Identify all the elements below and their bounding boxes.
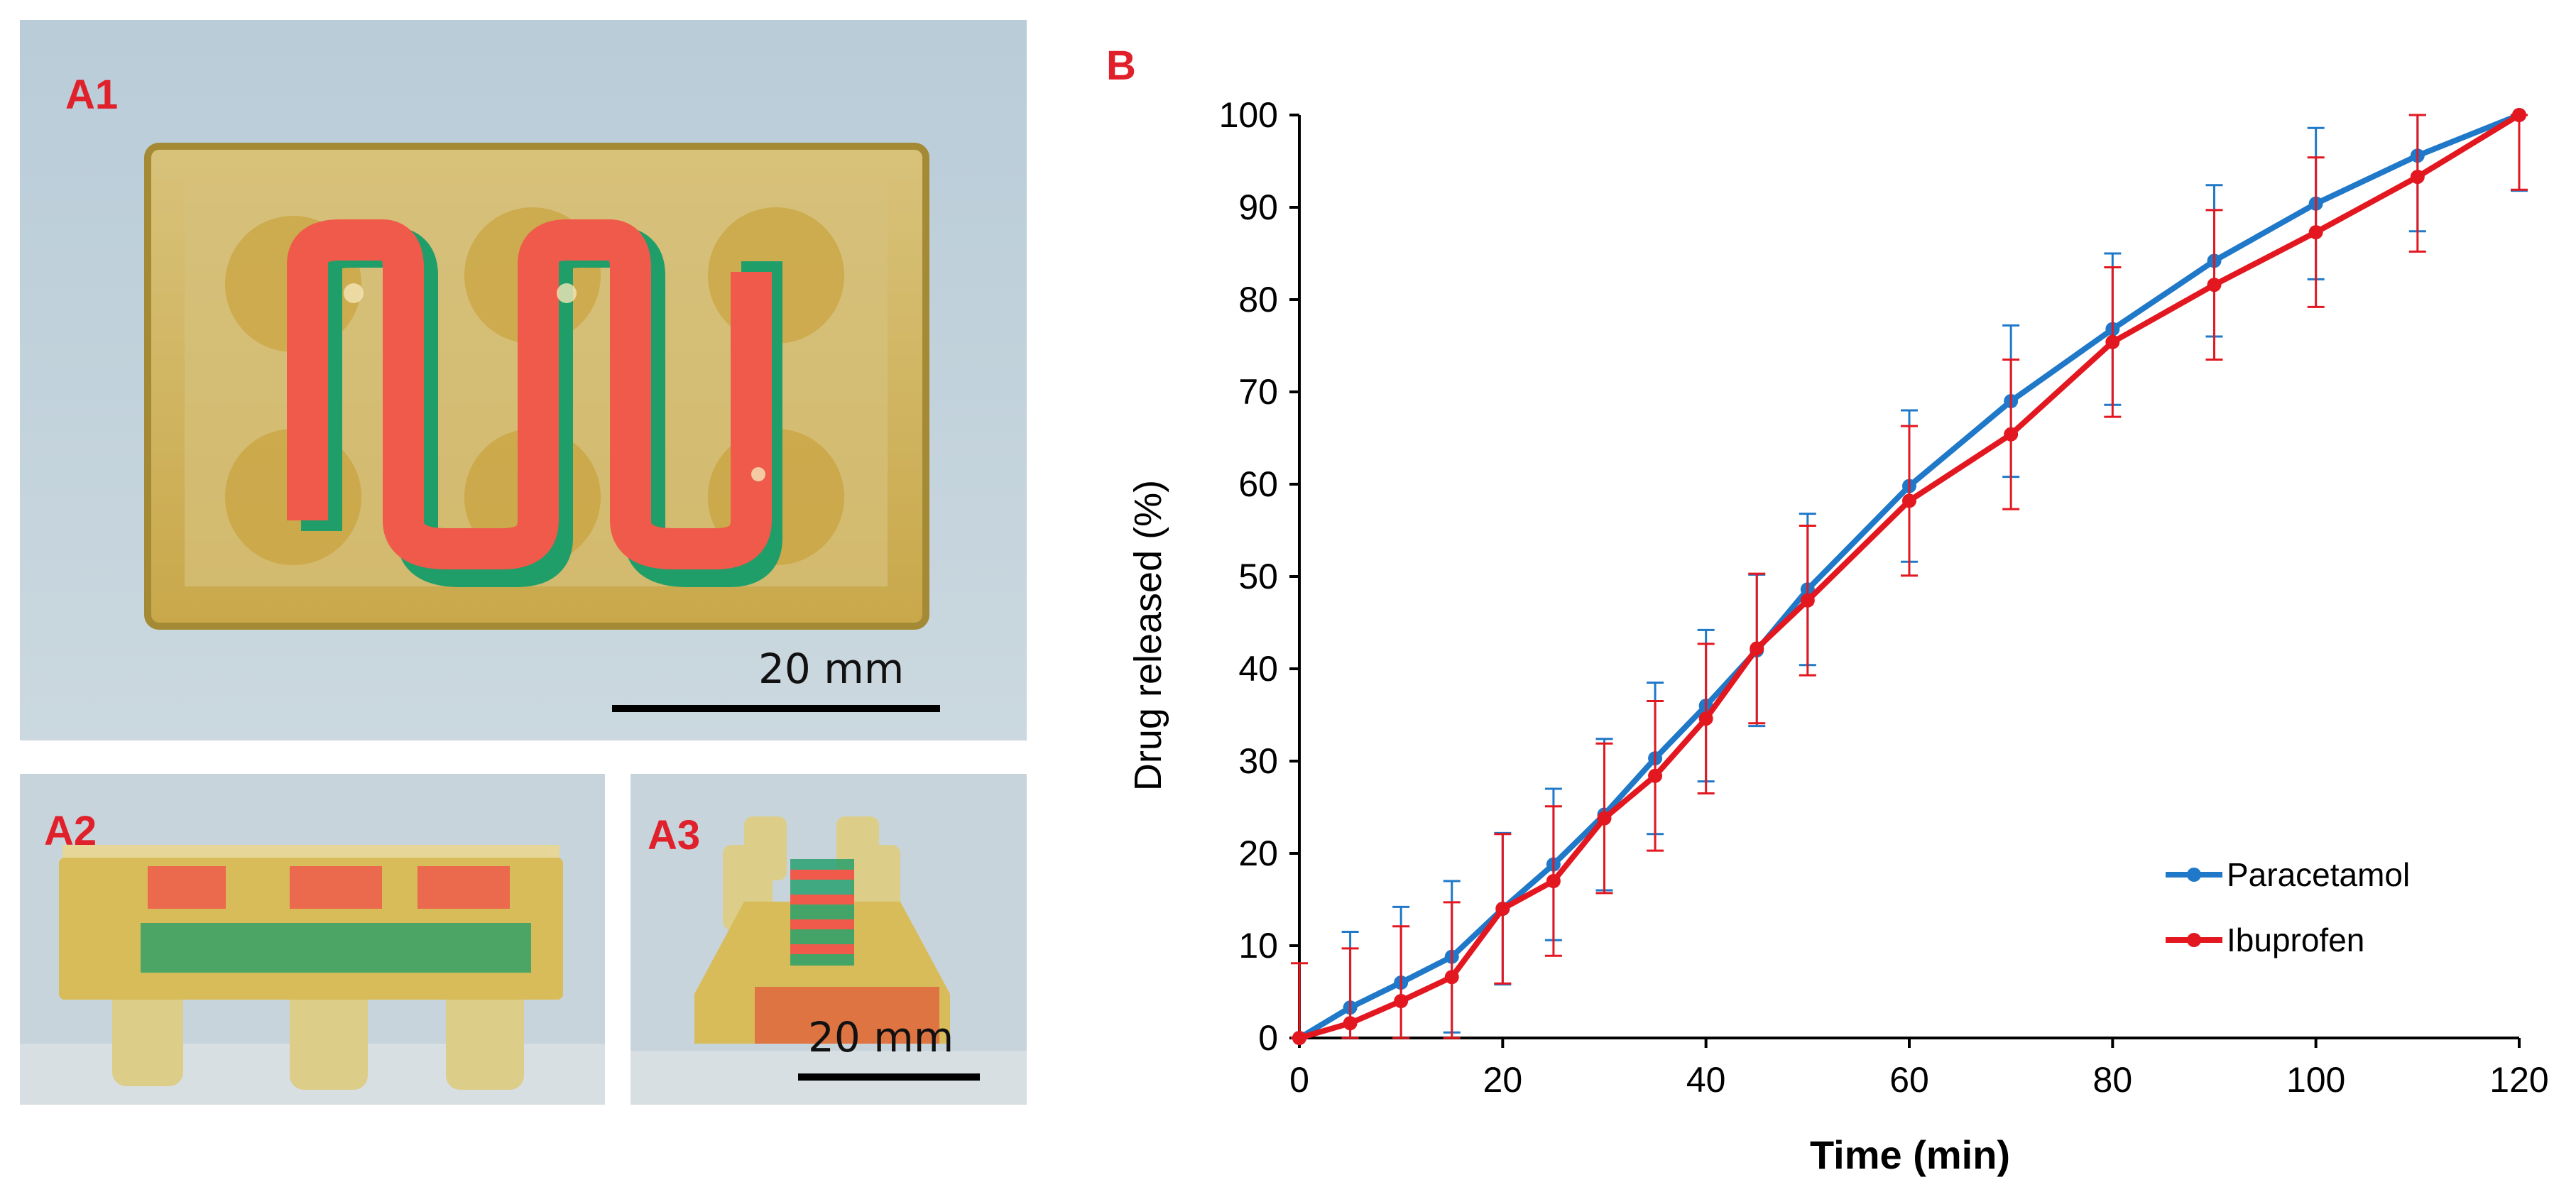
gel-device-side-view	[20, 774, 605, 1105]
release-chart: 0 10 20 30 40 50 60 70 80 90 100 0 20 40 60 80 100 120 D…	[1127, 95, 2549, 1177]
data-point-ibuprofen	[1698, 711, 1713, 726]
data-point-ibuprofen	[1546, 874, 1561, 888]
y-tick-label: 80	[1238, 280, 1278, 319]
scale-label-a1: 20 mm	[758, 645, 905, 693]
x-tick-label: 60	[1889, 1060, 1929, 1100]
y-tick-label: 0	[1258, 1018, 1278, 1058]
data-point-ibuprofen	[2410, 170, 2425, 185]
data-point-ibuprofen	[1292, 1031, 1306, 1045]
series-ibuprofen	[1291, 108, 2528, 1045]
panel-label-b: B	[1106, 43, 1136, 89]
y-tick-label: 60	[1238, 464, 1278, 504]
series-line-paracetamol	[1297, 112, 2521, 1041]
y-tick-label: 10	[1238, 926, 1278, 966]
y-tick-label: 90	[1238, 187, 1278, 227]
legend-label-ibuprofen: Ibuprofen	[2227, 922, 2364, 958]
scale-label-a3: 20 mm	[808, 1013, 954, 1061]
panel-label-a1: A1	[65, 72, 119, 118]
data-point-ibuprofen	[1648, 768, 1663, 783]
y-tick-label: 100	[1219, 95, 1278, 135]
x-tick-label: 80	[2093, 1060, 2133, 1100]
panel-label-a3: A3	[648, 812, 701, 858]
data-point-ibuprofen	[2004, 427, 2019, 442]
x-tick-label: 0	[1289, 1060, 1309, 1100]
data-point-ibuprofen	[1495, 902, 1510, 916]
series-layer	[1291, 108, 2528, 1045]
data-point-ibuprofen	[1750, 641, 1764, 656]
scale-bar-a1	[612, 705, 940, 712]
legend-marker-paracetamol	[2187, 868, 2201, 882]
legend-label-paracetamol: Paracetamol	[2227, 856, 2410, 893]
data-point-ibuprofen	[2512, 108, 2526, 122]
series-line-ibuprofen	[1298, 112, 2521, 1041]
y-axis-title: Drug released (%)	[1127, 480, 1169, 791]
x-axis-title: Time (min)	[1810, 1132, 2010, 1177]
y-tick-label: 20	[1238, 833, 1278, 873]
x-tick-label: 20	[1483, 1060, 1523, 1100]
data-point-ibuprofen	[1394, 994, 1409, 1008]
y-tick-label: 50	[1238, 557, 1278, 596]
y-tick-label: 40	[1238, 649, 1278, 689]
photo-panel-a2	[20, 774, 605, 1105]
scale-bar-a3	[798, 1073, 980, 1081]
x-tick-label: 120	[2489, 1060, 2548, 1100]
data-point-ibuprofen	[2105, 334, 2120, 349]
red-filament	[287, 219, 772, 569]
y-axis-ticks: 0 10 20 30 40 50 60 70 80 90 100	[1219, 95, 1299, 1058]
x-tick-label: 40	[1686, 1060, 1726, 1100]
panel-label-a2: A2	[44, 808, 97, 854]
y-tick-label: 70	[1238, 372, 1278, 412]
data-point-ibuprofen	[1597, 811, 1612, 826]
data-point-ibuprofen	[2308, 225, 2323, 240]
data-point-ibuprofen	[1444, 970, 1459, 985]
x-axis-ticks: 0 20 40 60 80 100 120	[1289, 1038, 2549, 1100]
gel-device-top-view	[20, 20, 1027, 740]
photo-panel-a1	[20, 20, 1027, 740]
data-point-ibuprofen	[1800, 593, 1815, 608]
chart-legend: Paracetamol Ibuprofen	[2166, 856, 2410, 958]
legend-marker-ibuprofen	[2187, 933, 2201, 947]
data-point-ibuprofen	[2207, 278, 2222, 293]
data-point-ibuprofen	[1902, 493, 1916, 508]
data-point-ibuprofen	[1343, 1016, 1358, 1031]
y-tick-label: 30	[1238, 741, 1278, 781]
x-tick-label: 100	[2286, 1060, 2345, 1100]
